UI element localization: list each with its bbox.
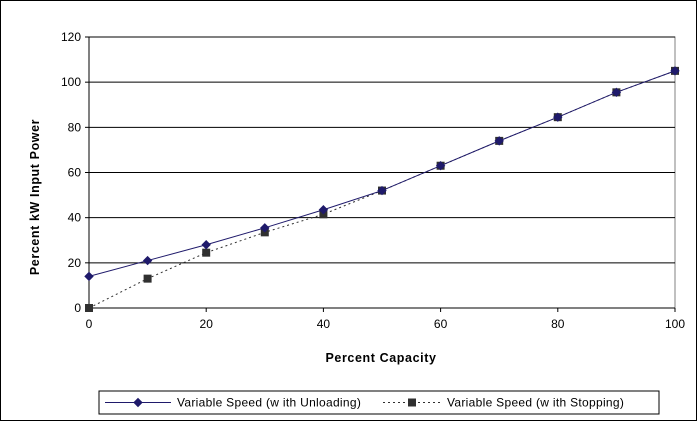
- y-tick-label: 100: [61, 75, 81, 89]
- data-point: [611, 87, 622, 98]
- y-tick-label: 40: [68, 211, 82, 225]
- data-point: [260, 223, 270, 233]
- data-point: [670, 66, 680, 76]
- x-tick-label: 80: [551, 317, 565, 331]
- x-axis-title: Percent Capacity: [325, 351, 436, 365]
- y-tick-label: 120: [61, 30, 81, 44]
- x-tick-label: 40: [317, 317, 331, 331]
- y-tick-label: 20: [68, 256, 82, 270]
- legend: Variable Speed (w ith Unloading) Variable…: [98, 390, 660, 415]
- x-axis-ticks: 0 20 40 60 80 100: [86, 308, 685, 331]
- y-axis-ticks: 0 20 40 60 80 100 120: [61, 30, 89, 315]
- x-tick-label: 0: [86, 317, 93, 331]
- legend-label: Variable Speed (w ith Unloading): [177, 396, 361, 410]
- legend-label: Variable Speed (w ith Stopping): [447, 396, 624, 410]
- data-point: [553, 112, 563, 122]
- data-point: [202, 248, 211, 257]
- y-tick-label: 80: [68, 120, 82, 134]
- gridlines: [89, 36, 675, 264]
- y-tick-label: 60: [68, 166, 82, 180]
- data-point: [143, 274, 152, 283]
- data-point: [435, 161, 446, 171]
- series-layer: [84, 66, 680, 312]
- data-point: [201, 240, 211, 250]
- x-tick-label: 100: [665, 317, 685, 331]
- legend-box: [98, 390, 660, 415]
- data-point: [377, 185, 387, 196]
- legend-marker: [133, 397, 143, 408]
- x-tick-label: 60: [434, 317, 448, 331]
- data-point: [142, 255, 153, 266]
- data-point: [84, 271, 94, 282]
- data-point: [85, 304, 93, 312]
- y-tick-label: 0: [74, 301, 81, 315]
- legend-item-2: Variable Speed (w ith Stopping): [383, 396, 624, 410]
- x-tick-label: 20: [200, 317, 214, 331]
- legend-item-1: Variable Speed (w ith Unloading): [105, 396, 361, 410]
- data-point: [494, 136, 504, 146]
- legend-marker: [408, 398, 416, 407]
- series-1: [84, 66, 680, 282]
- y-axis-title: Percent kW Input Power: [28, 119, 42, 275]
- data-point: [318, 205, 329, 215]
